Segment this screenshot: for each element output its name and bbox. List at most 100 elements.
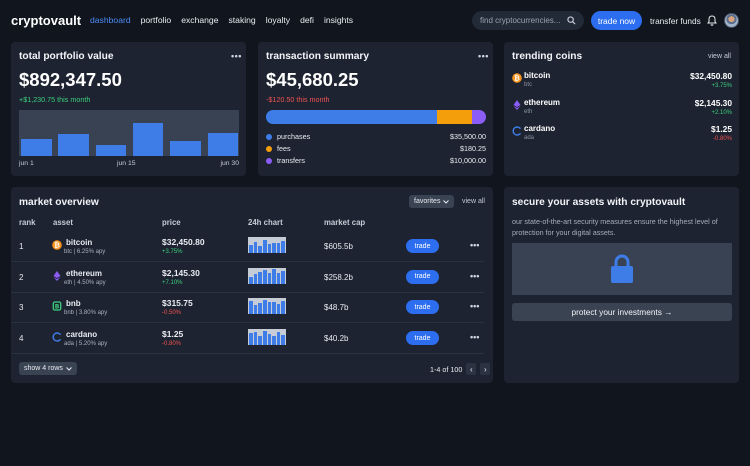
trade-button[interactable]: trade (406, 331, 439, 346)
more-icon[interactable]: ••• (478, 51, 489, 61)
asset-name: cardano (66, 330, 98, 340)
transaction-change: -$120.50 this month (266, 95, 330, 104)
sparkline-bar (281, 300, 285, 315)
x-label-end: jun 30 (220, 160, 239, 167)
avatar[interactable] (724, 13, 739, 28)
legend-amount: $35,500.00 (450, 132, 486, 141)
legend-text: purchases (277, 132, 311, 141)
asset-change: +3.75% (162, 249, 183, 255)
coin-price: $2,145.30 (694, 97, 732, 108)
segment-transfers (471, 110, 486, 124)
bnb-icon: B (52, 301, 62, 312)
sparkline-bar (262, 270, 267, 284)
sparkline-bar (267, 301, 272, 315)
nav-portfolio[interactable]: portfolio (140, 15, 172, 25)
cardano-icon (512, 126, 522, 136)
market-title: market overview (19, 197, 99, 208)
more-icon[interactable]: ••• (231, 51, 242, 61)
asset-name: ethereum (66, 268, 103, 278)
svg-text:B: B (55, 304, 60, 311)
logo: cryptovault (11, 13, 82, 28)
trending-coin-bitcoin[interactable]: ₿ bitcoin btc $32,450.80 +3.75% (512, 71, 732, 93)
search-bar[interactable] (472, 11, 584, 30)
chevron-down-icon (66, 366, 72, 371)
nav-insights[interactable]: insights (323, 15, 354, 25)
search-input[interactable] (480, 16, 566, 25)
search-icon[interactable] (567, 16, 576, 25)
sparkline-bar (249, 277, 253, 284)
secure-card: secure your assets with cryptovault our … (504, 187, 739, 383)
sparkline-bar (258, 245, 262, 253)
sparkline-bar (276, 332, 281, 346)
trending-coin-cardano[interactable]: cardano ada $1.25 -0.80% (512, 124, 732, 146)
asset-name: bitcoin (66, 238, 93, 247)
sparkline-bar (276, 272, 281, 284)
market-view-all-link[interactable]: view all (462, 198, 485, 205)
row-more-icon[interactable]: ••• (470, 270, 480, 281)
sparkline-bar (281, 334, 285, 346)
table-row: 2 ethereum eth | 4.50% apy $2,145.30 +7.10% $… (11, 263, 484, 293)
row-more-icon[interactable]: ••• (470, 301, 480, 312)
asset-price: $2,145.30 (162, 267, 200, 278)
nav-loyalty[interactable]: loyalty (265, 15, 291, 25)
coin-icon (512, 126, 522, 138)
coin-price: $1.25 (711, 124, 732, 134)
sparkline-chart (248, 298, 286, 315)
coin-change: +2.10% (711, 109, 732, 116)
nav-staking[interactable]: staking (228, 15, 256, 25)
show-rows-value: show 4 rows (24, 365, 63, 372)
x-label-start: jun 1 (19, 160, 34, 167)
bell-icon[interactable] (707, 15, 717, 26)
trade-button[interactable]: trade (406, 269, 439, 284)
header-rank: rank (19, 218, 36, 227)
transaction-card: transaction summary ••• $45,680.25 -$120… (258, 42, 493, 176)
protect-investments-button[interactable]: protect your investments → (512, 303, 732, 321)
trade-button[interactable]: trade (406, 239, 439, 253)
sparkline-bar (253, 241, 258, 253)
asset-market-cap: $258.2b (324, 272, 353, 282)
favorites-select[interactable]: favorites (409, 195, 455, 208)
legend-text: fees (277, 144, 291, 153)
coin-change: -0.80% (712, 136, 732, 142)
legend-label: purchases (266, 132, 310, 141)
asset-price: $1.25 (162, 329, 184, 340)
nav-defi[interactable]: defi (300, 15, 314, 25)
bitcoin-icon: ₿ (512, 73, 522, 83)
row-more-icon[interactable]: ••• (470, 240, 480, 250)
nav-exchange[interactable]: exchange (181, 15, 219, 25)
sparkline-bar (249, 300, 253, 315)
sparkline-bar (267, 333, 272, 346)
transaction-value: $45,680.25 (266, 69, 359, 90)
view-all-link[interactable]: view all (708, 53, 731, 60)
next-page-button[interactable]: › (480, 363, 491, 375)
prev-page-button[interactable]: ‹ (466, 363, 477, 375)
sparkline-bar (249, 245, 253, 253)
sparkline-bar (281, 241, 285, 253)
transfer-funds-link[interactable]: transfer funds (650, 16, 701, 26)
header-asset: asset (53, 218, 73, 227)
trending-card: trending coins view all ₿ bitcoin btc $32,4… (504, 42, 739, 176)
portfolio-bar (132, 122, 164, 156)
asset-change: -0.50% (162, 310, 182, 317)
trade-button[interactable]: trade (406, 300, 439, 315)
trade-now-button[interactable]: trade now (591, 11, 642, 30)
legend-label: fees (266, 144, 291, 153)
trending-coin-ethereum[interactable]: ethereum eth $2,145.30 +2.10% (512, 98, 732, 120)
sparkline-bar (272, 302, 276, 315)
header-price: price (162, 218, 181, 227)
sparkline-bar (276, 304, 281, 315)
coin-change: +3.75% (711, 83, 732, 89)
show-rows-select[interactable]: show 4 rows (19, 362, 77, 375)
ethereum-icon (513, 99, 521, 110)
sparkline-bar (262, 240, 267, 253)
coin-symbol: eth (524, 108, 533, 115)
legend-amount: $10,000.00 (450, 156, 486, 165)
portfolio-bar (21, 138, 52, 156)
sparkline-bar (281, 270, 285, 284)
portfolio-bar (207, 133, 238, 156)
sparkline-bar (249, 333, 253, 346)
nav-dashboard[interactable]: dashboard (90, 15, 131, 25)
sparkline-chart (248, 267, 286, 284)
top-nav: cryptovault dashboard portfolio exchange st… (0, 0, 750, 42)
row-more-icon[interactable]: ••• (470, 332, 480, 343)
